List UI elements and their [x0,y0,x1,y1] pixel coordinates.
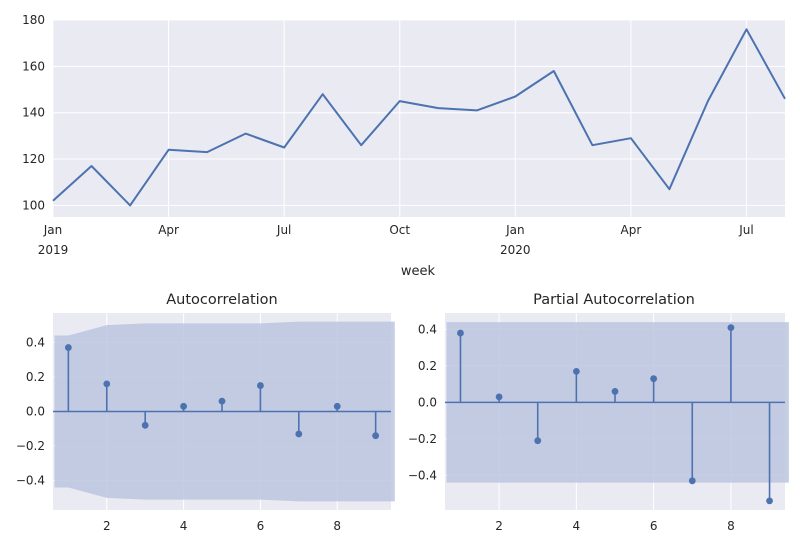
stem-marker [727,324,735,331]
y-tick-label: 180 [22,13,45,27]
x-axis-label: week [401,264,436,279]
pacf-title: Partial Autocorrelation [533,292,695,308]
time-series-plot: 100 120 140 160 180 Jan 2019 Apr Jul Oct Jan 2020 Ap… [22,13,786,257]
x-tick-label: Apr [158,223,179,237]
acf-title: Autocorrelation [166,292,277,308]
series-line [52,28,786,207]
stem-marker [766,497,773,505]
stem-marker [534,437,542,445]
y-tick-label: −0.4 [16,474,45,488]
x-tick-year-label: 2020 [500,243,531,257]
stem-marker [180,402,187,410]
x-tick-label: Jul [738,223,753,237]
x-tick-label: 4 [180,519,188,533]
stem-marker [295,430,303,438]
acf-plot: −0.4 −0.2 0.0 0.2 0.4 2 4 6 8 [16,313,395,533]
x-tick-label: 6 [257,519,265,533]
y-tick-label: 100 [22,198,45,212]
stem-marker [103,380,111,388]
stem-marker [572,367,580,375]
y-tick-label: 0.2 [26,370,45,384]
stem-marker [457,329,464,337]
x-tick-label: 6 [650,519,658,533]
y-tick-label: 0.4 [26,335,45,349]
x-tick-label: Jan [43,223,63,237]
x-tick-label: 4 [573,519,581,533]
x-tick-year-label: 2019 [38,243,69,257]
y-tick-label: 0.4 [418,322,437,336]
y-tick-label: 0.2 [418,359,437,373]
stem-marker [611,388,619,395]
y-tick-label: 140 [22,106,45,120]
y-tick-label: −0.2 [408,432,437,446]
y-tick-label: 120 [22,152,45,166]
y-tick-label: 160 [22,59,45,73]
x-tick-label: 2 [103,519,111,533]
x-tick-label: 2 [495,519,503,533]
stem-marker [257,382,264,389]
stem-marker [650,375,658,383]
stem-marker [64,344,72,351]
stem-marker [372,432,380,440]
x-tick-label: Jul [276,223,291,237]
x-tick-label: Jan [505,223,525,237]
y-tick-label: 0.0 [26,405,45,419]
x-tick-label: 8 [333,519,341,533]
x-tick-label: 8 [727,519,735,533]
y-tick-label: −0.2 [16,439,45,453]
y-tick-label: 0.0 [418,395,437,409]
stem-marker [141,421,149,429]
x-tick-label: Apr [621,223,642,237]
stem-marker [218,397,226,405]
x-tick-label: Oct [389,223,410,237]
stem-marker [495,393,503,401]
plot-area [53,20,785,217]
stem-marker [688,477,696,485]
stem-marker [333,402,341,410]
pacf-plot: −0.4 −0.2 0.0 0.2 0.4 2 4 6 8 [408,313,789,533]
y-tick-label: −0.4 [408,468,437,482]
